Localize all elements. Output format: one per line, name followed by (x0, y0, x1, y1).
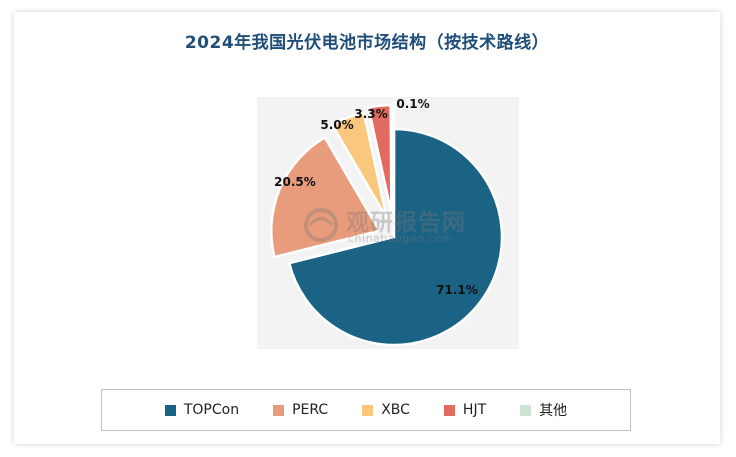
legend-item-topcon: TOPCon (164, 402, 240, 418)
legend-label-hjt: HJT (462, 402, 487, 418)
data-label-hjt: 3.3% (354, 107, 387, 121)
legend-swatch-other (520, 404, 532, 416)
legend-label-perc: PERC (292, 402, 329, 418)
data-label-xbc: 5.0% (320, 118, 353, 132)
watermark: 观研报告网 chinabaogao.com (302, 203, 472, 249)
pie-slice-other (391, 101, 396, 212)
pie-slice-topcon (287, 127, 504, 347)
legend-item-other: 其他 (520, 400, 567, 420)
pie-slice-xbc (330, 111, 388, 219)
watermark-logo-icon (304, 208, 338, 242)
legend-swatch-perc (273, 404, 285, 416)
legend-item-hjt: HJT (443, 402, 487, 418)
watermark-domain: chinabaogao.com (348, 232, 453, 245)
legend-label-xbc: XBC (381, 402, 410, 418)
pie-slices (270, 101, 504, 347)
data-label-other: 0.1% (396, 97, 429, 111)
data-label-topcon: 71.1% (436, 283, 478, 297)
legend-item-perc: PERC (273, 402, 328, 418)
watermark-name: 观研报告网 (346, 210, 466, 236)
pie-slice-hjt (366, 103, 393, 214)
legend-swatch-topcon (164, 404, 176, 416)
data-label-perc: 20.5% (274, 175, 316, 189)
legend-label-other: 其他 (539, 403, 568, 419)
legend-swatch-xbc (362, 404, 374, 416)
pie-labels: 71.1% 20.5% 5.0%3.3% 0.1% (274, 97, 478, 297)
legend-item-xbc: XBC (362, 402, 410, 418)
legend: TOPCon PERC XBC HJT 其他 (101, 389, 631, 431)
legend-label-topcon: TOPCon (183, 402, 240, 418)
legend-swatch-hjt (443, 404, 455, 416)
pie-slice-perc (270, 135, 382, 259)
chart-title: 2024年我国光伏电池市场结构（按技术路线） (184, 33, 550, 53)
